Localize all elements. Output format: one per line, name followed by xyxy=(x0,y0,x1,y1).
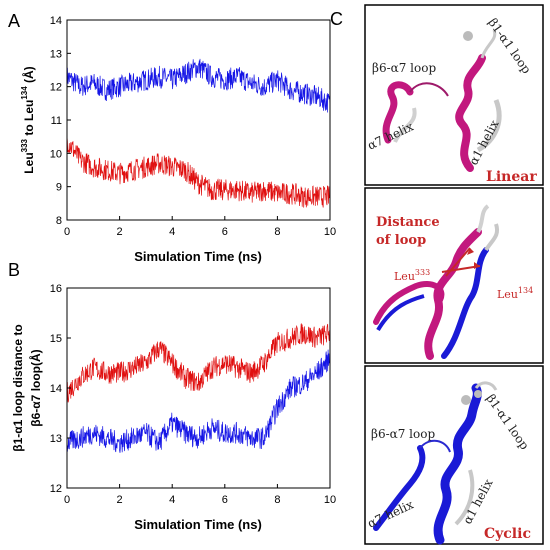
panel-c-label: C xyxy=(330,9,343,29)
plot-b-ytick-label: 16 xyxy=(50,283,62,295)
structure-cyclic: β6-α7 loop β1-α1 loop α7 helix α1 helix … xyxy=(364,365,544,545)
overlay-loop-grey xyxy=(476,204,490,234)
distance-arrowhead-1 xyxy=(467,248,474,255)
plot-a-ytick-label: 13 xyxy=(50,48,62,60)
distance-arrow-2 xyxy=(441,265,481,273)
plot-a-xlabel: Simulation Time (ns) xyxy=(134,249,262,264)
plot-b-xtick-label: 0 xyxy=(64,494,70,506)
cyclic-beta1-alpha1-loop xyxy=(474,381,498,391)
plot-b-series-2-line xyxy=(66,349,331,453)
overlay-alpha1-helix-blue xyxy=(441,247,489,359)
distance-arrowhead-2 xyxy=(474,262,480,269)
cyclic-beta6-alpha7-loop xyxy=(419,439,451,453)
plot-b-ytick-label: 12 xyxy=(50,483,62,495)
plot-b-xtick-label: 6 xyxy=(222,494,228,506)
plot-b-series-1-line xyxy=(66,323,331,403)
cyclic-tag: Cyclic xyxy=(484,526,531,542)
structure-linear-ribbons xyxy=(382,29,502,172)
alpha7-helix-shadow xyxy=(393,107,417,143)
plot-b-series xyxy=(66,323,331,453)
leu333-label-text: Leu xyxy=(394,270,415,283)
plot-b-ytick-label: 13 xyxy=(50,433,62,445)
plot-a-ticks: 0 2 4 6 8 10 8 9 10 11 12 13 14 xyxy=(50,15,336,238)
plot-a-ytick-label: 14 xyxy=(50,15,62,27)
plot-b-xtick-label: 2 xyxy=(117,494,123,506)
plot-b-xtick-label: 4 xyxy=(169,494,175,506)
plot-b-xtick-label: 8 xyxy=(274,494,280,506)
plot-a-ytick-label: 11 xyxy=(51,115,62,127)
plot-a-xtick-label: 0 xyxy=(64,226,70,238)
panel-a-label: A xyxy=(8,11,20,31)
cyclic-alpha1-shadow xyxy=(454,469,475,526)
plot-a-ylabel: Leu333 to Leu134 (Å) xyxy=(20,66,36,173)
panel-b-label: B xyxy=(8,260,20,280)
alpha1-helix-shadow xyxy=(476,99,502,153)
plot-a-series xyxy=(66,58,331,208)
plot-a-xtick-label: 4 xyxy=(169,226,175,238)
cyclic-alpha1-helix xyxy=(433,383,482,545)
plot-a-ylabel-part-3: (Å) xyxy=(21,66,36,86)
structure-cyclic-ribbons xyxy=(373,381,498,545)
alpha1-helix-ribbon xyxy=(455,54,486,172)
structure-overlay: Distance of loop Leu333 Leu134 xyxy=(364,187,544,364)
overlay-alpha7-helix-blue xyxy=(376,294,425,332)
beta1-alpha1-loop xyxy=(480,29,497,59)
plot-a-ylabel-part-1: Leu xyxy=(22,152,36,173)
leu333-label-sup: 333 xyxy=(415,268,430,277)
plot-a-ylabel-sup-1: 333 xyxy=(20,138,29,152)
plot-a: 0 2 4 6 8 10 8 9 10 11 12 13 14 Simulation Time (ns)… xyxy=(20,15,336,264)
plot-a-xtick-label: 6 xyxy=(222,226,228,238)
structure-overlay-ribbons xyxy=(373,204,499,360)
plot-b-ticks: 0 2 4 6 8 10 12 13 14 15 16 xyxy=(50,283,336,506)
structure-linear-box xyxy=(364,4,544,186)
leu134-label-sup: 134 xyxy=(518,286,533,295)
leu134-label: Leu134 xyxy=(497,286,533,301)
plot-a-ylabel-sup-2: 134 xyxy=(20,86,29,100)
plot-a-xtick-label: 2 xyxy=(117,226,123,238)
beta6-alpha7-loop xyxy=(409,82,449,97)
plot-b-ytick-label: 14 xyxy=(50,383,62,395)
plot-a-ylabel-part-2: to Leu xyxy=(22,100,36,139)
plot-b-xlabel: Simulation Time (ns) xyxy=(134,517,262,532)
plot-a-ytick-label: 8 xyxy=(56,215,62,227)
cyclic-alpha7-helix xyxy=(373,445,426,531)
leu-sphere xyxy=(463,31,473,41)
linear-tag: Linear xyxy=(486,169,537,185)
overlay-anno-line-1: Distance xyxy=(376,215,440,230)
plot-a-xtick-label: 10 xyxy=(324,226,336,238)
plot-a-series-2-line xyxy=(66,136,331,208)
plot-a-series-1-line xyxy=(66,58,331,113)
plot-a-xtick-label: 8 xyxy=(274,226,280,238)
plot-a-ytick-label: 12 xyxy=(50,82,62,94)
structure-linear: β6-α7 loop β1-α1 loop α7 helix α1 helix … xyxy=(364,4,544,186)
plot-a-ytick-label: 9 xyxy=(56,182,62,194)
overlay-alpha1-helix-magenta xyxy=(424,228,482,360)
leu134-label-text: Leu xyxy=(497,288,518,301)
cyclic-leu-sphere-1 xyxy=(461,395,471,405)
cyclic-loop-left-label: β6-α7 loop xyxy=(371,427,435,441)
plot-a-ytick-label: 10 xyxy=(50,148,62,160)
plot-b-ylabel-line-1: β1-α1 loop distance to xyxy=(11,324,25,451)
plot-b-ytick-label: 15 xyxy=(50,333,62,345)
overlay-loop-grey-2 xyxy=(484,223,499,252)
plot-b-xtick-label: 10 xyxy=(324,494,336,506)
leu333-label: Leu333 xyxy=(394,268,430,283)
plot-b-ylabel-line-2: β6-α7 loop(Å) xyxy=(28,349,43,426)
linear-loop-left-label: β6-α7 loop xyxy=(372,61,436,75)
plot-b: 0 2 4 6 8 10 12 13 14 15 16 Simulation Time (ns) β… xyxy=(11,283,336,532)
overlay-anno-line-2: of loop xyxy=(376,233,426,248)
alpha7-helix-ribbon xyxy=(382,81,414,144)
cyclic-leu-sphere-2 xyxy=(474,390,482,398)
